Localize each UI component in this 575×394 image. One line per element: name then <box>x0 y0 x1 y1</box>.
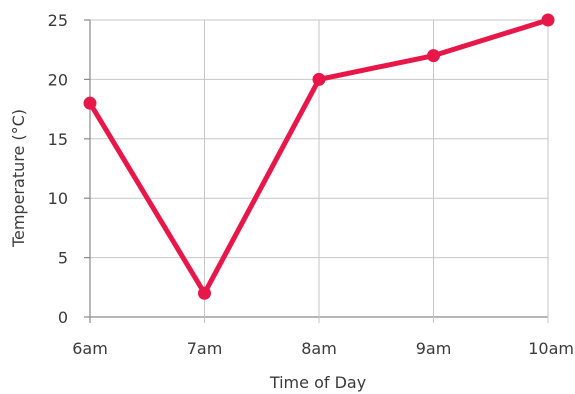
x-tick-label: 7am <box>187 339 223 358</box>
x-axis-title: Time of Day <box>269 373 366 392</box>
data-point <box>83 96 97 110</box>
data-point <box>198 286 211 300</box>
y-tick-label: 20 <box>48 70 68 89</box>
chart-grid <box>84 19 549 323</box>
y-axis-title: Temperature (°C) <box>9 109 28 248</box>
y-axis-ticks: 0 5 10 15 20 25 <box>48 11 68 327</box>
data-point <box>312 72 326 86</box>
x-axis-ticks: 6am 7am 8am 9am 10am <box>72 339 574 358</box>
x-tick-label: 10am <box>528 339 574 358</box>
y-tick-label: 15 <box>48 130 68 149</box>
y-tick-label: 25 <box>48 11 68 30</box>
y-tick-label: 10 <box>48 189 68 208</box>
x-tick-label: 6am <box>72 339 108 358</box>
y-tick-label: 0 <box>58 308 68 327</box>
x-tick-label: 8am <box>301 339 337 358</box>
x-tick-label: 9am <box>416 339 452 358</box>
data-point <box>541 13 555 27</box>
data-point <box>427 49 440 63</box>
data-series <box>83 13 555 300</box>
y-tick-label: 5 <box>58 249 68 268</box>
